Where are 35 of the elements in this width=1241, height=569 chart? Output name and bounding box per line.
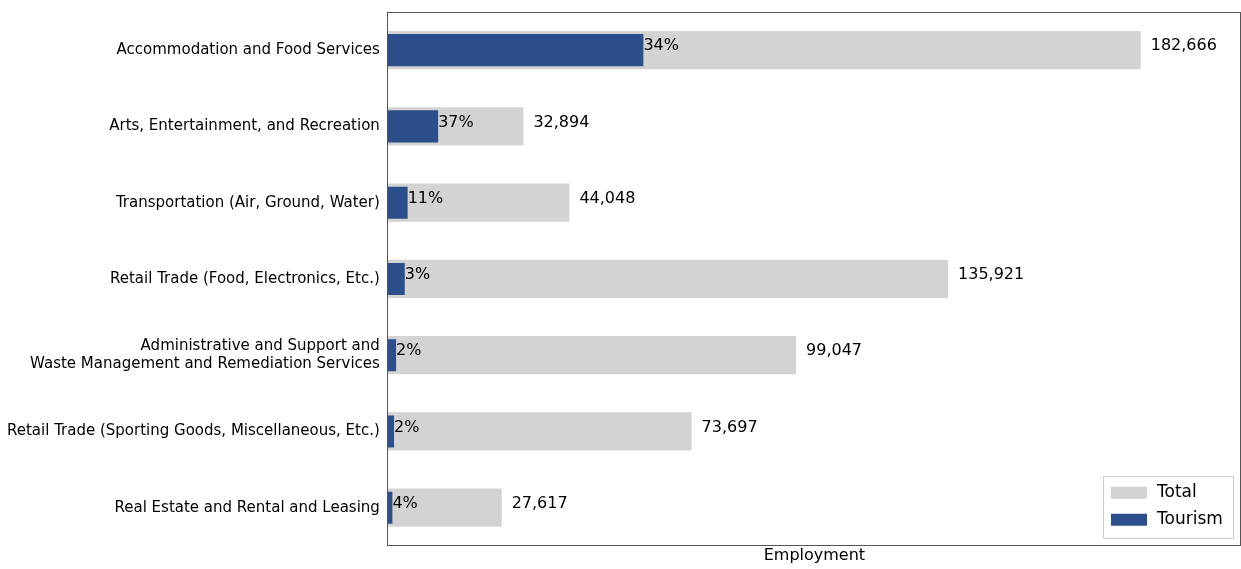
annotation: 11%: [407, 187, 444, 207]
bar: [387, 262, 405, 295]
legend-label: Total: [1156, 481, 1197, 502]
y-tick-label: Retail Trade (Sporting Goods, Miscellaneous, Etc.): [6, 421, 380, 440]
bar: [387, 415, 395, 448]
data-label: 182,666: [1150, 35, 1217, 55]
bar: [387, 339, 397, 372]
data-label: 73,697: [701, 416, 758, 436]
bar: [387, 186, 408, 219]
bar: [387, 259, 949, 298]
y-tick-label: Arts, Entertainment, and Recreation: [109, 116, 380, 135]
y-tick-label: Real Estate and Rental and Leasing: [114, 497, 380, 516]
x-axis-title: Employment: [763, 544, 866, 564]
bar: [387, 34, 644, 67]
y-tick-label: Accommodation and Food Services: [116, 40, 381, 59]
annotation: 34%: [643, 35, 679, 55]
bar: [387, 488, 502, 527]
data-label: 44,048: [579, 187, 636, 207]
y-tick-label: Retail Trade (Food, Electronics, Etc.): [109, 268, 380, 287]
data-label: 99,047: [806, 340, 863, 360]
y-tick-label: Transportation (Air, Ground, Water): [114, 192, 380, 211]
annotation: 4%: [392, 492, 418, 512]
data-label: 135,921: [958, 264, 1025, 284]
annotation: 37%: [438, 111, 474, 131]
bar: [387, 110, 439, 143]
bar: [387, 412, 692, 451]
y-tick-label: Administrative and Support and Waste Management and Remediation Services: [30, 336, 381, 373]
data-label: 27,617: [511, 492, 568, 512]
annotation: 2%: [396, 340, 422, 360]
legend-label: Tourism: [1156, 508, 1223, 529]
annotation: 2%: [394, 416, 420, 436]
data-label: 32,894: [533, 111, 590, 131]
annotation: 3%: [404, 264, 431, 284]
bar: [387, 183, 570, 222]
bar: [387, 336, 797, 375]
